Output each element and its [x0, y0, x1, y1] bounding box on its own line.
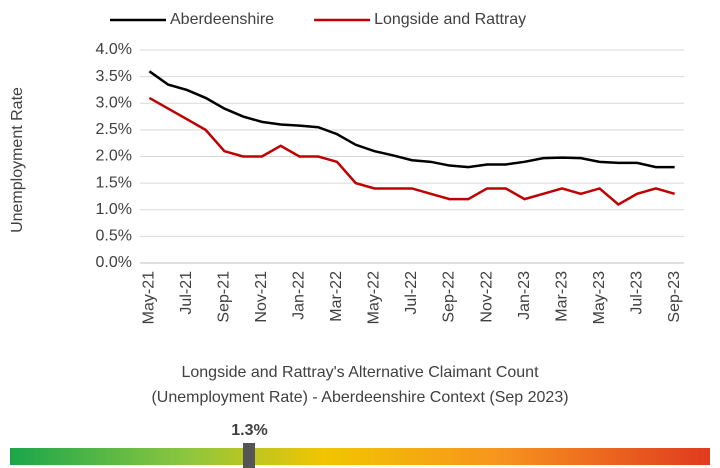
- y-tick-label: 2.5%: [96, 121, 132, 138]
- y-tick-label: 0.0%: [96, 254, 132, 271]
- x-tick-label: Jan-22: [291, 271, 308, 320]
- x-tick-label: Sep-22: [441, 271, 458, 323]
- x-tick-label: May-23: [591, 271, 608, 324]
- y-tick-label: 1.5%: [96, 174, 132, 191]
- x-tick-label: Mar-23: [553, 271, 570, 322]
- x-tick-label: Mar-22: [328, 271, 345, 322]
- x-tick-label: Nov-22: [478, 271, 495, 323]
- y-tick-label: 3.0%: [96, 94, 132, 111]
- y-tick-label: 3.5%: [96, 68, 132, 85]
- chart: Unemployment Rate 0.0% 0.5% 1.0% 1.5% 2.0% 2.…: [9, 11, 684, 324]
- x-tick-label: Sep-23: [666, 271, 683, 323]
- y-tick-label: 2.0%: [96, 148, 132, 165]
- series-line: [148, 96, 675, 206]
- legend-label: Aberdeenshire: [170, 11, 274, 28]
- y-tick-label: 1.0%: [96, 201, 132, 218]
- x-tick-label: Jul-22: [403, 271, 420, 315]
- x-tick-label: May-21: [141, 271, 158, 324]
- gauge-value-label: 1.3%: [231, 422, 268, 439]
- y-tick-label: 0.5%: [96, 228, 132, 245]
- x-tick-label: May-22: [366, 271, 383, 324]
- y-tick-label: 4.0%: [96, 41, 132, 58]
- legend-label: Longside and Rattray: [374, 11, 526, 28]
- gauge-bar: [10, 448, 710, 465]
- x-tick-label: Jul-23: [628, 271, 645, 315]
- y-axis-label: Unemployment Rate: [9, 87, 26, 233]
- x-tick-label: Sep-21: [216, 271, 233, 323]
- x-tick-label: Jan-23: [516, 271, 533, 320]
- context-title: Longside and Rattray's Alternative Claim…: [151, 364, 569, 406]
- gauge-marker: [243, 443, 256, 468]
- x-tick-label: Jul-21: [178, 271, 195, 315]
- series-line: [148, 70, 675, 169]
- x-tick-label: Nov-21: [253, 271, 270, 323]
